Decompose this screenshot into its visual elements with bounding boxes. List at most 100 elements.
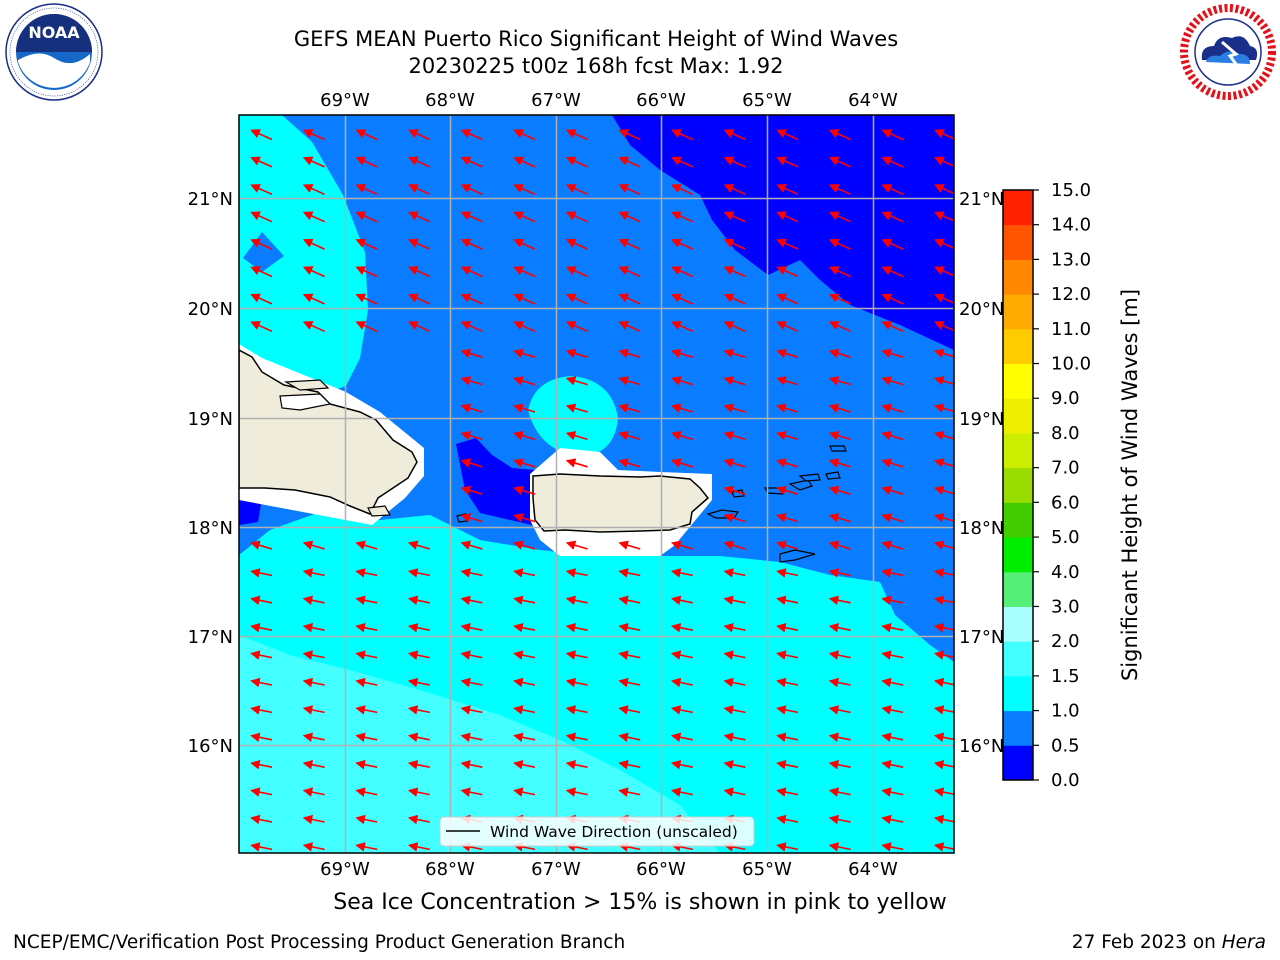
wind-wave-arrow [618, 129, 641, 141]
lat-tick-right: 19°N [959, 409, 1004, 430]
wind-wave-arrow [302, 129, 325, 141]
wind-wave-arrow [776, 266, 799, 278]
wind-wave-arrow [881, 705, 904, 715]
wind-wave-arrow [933, 842, 954, 852]
wind-wave-arrow [513, 787, 536, 797]
wind-wave-arrow [565, 540, 588, 550]
wind-wave-arrow [671, 156, 694, 168]
colorbar-tick-label: 5.0 [1051, 527, 1080, 548]
wind-wave-arrow [723, 293, 746, 305]
wind-wave-arrow [723, 677, 746, 688]
lon-tick-bottom: 69°W [320, 859, 370, 880]
wind-wave-arrow [565, 787, 588, 797]
wind-wave-arrow [723, 705, 746, 715]
wind-wave-arrow [618, 431, 641, 441]
wind-wave-arrow [407, 595, 430, 606]
wind-wave-arrow [881, 622, 904, 633]
wind-wave-arrow [618, 458, 641, 468]
wave-band-0.0-0.5-mona [456, 438, 535, 525]
wind-wave-arrow [776, 622, 799, 633]
colorbar-tick-label: 13.0 [1051, 249, 1091, 270]
legend-label: Wind Wave Direction (unscaled) [490, 823, 738, 841]
wind-wave-arrow [565, 129, 588, 141]
wind-wave-arrow [881, 403, 904, 413]
wind-wave-arrow [828, 431, 851, 441]
wind-wave-arrow [302, 650, 325, 660]
wind-wave-arrow [618, 568, 641, 578]
wind-wave-arrow [670, 568, 693, 578]
footer-date-text: 27 Feb 2023 on [1071, 932, 1222, 953]
nws-logo [1180, 4, 1276, 100]
wind-wave-arrow [670, 595, 693, 606]
wind-wave-arrow [934, 321, 954, 332]
wind-wave-arrow [565, 348, 588, 359]
wind-wave-arrow [670, 759, 693, 770]
wind-wave-arrow [723, 787, 746, 797]
island-mona [456, 513, 469, 523]
wind-wave-arrow [934, 211, 954, 222]
lat-tick-right: 21°N [959, 189, 1004, 210]
lat-tick-right: 17°N [959, 627, 1004, 648]
wind-wave-arrow [513, 376, 536, 386]
colorbar-segment [1003, 675, 1033, 712]
wind-wave-arrow [618, 376, 641, 386]
wind-wave-arrow [828, 184, 851, 196]
wind-wave-arrow [513, 403, 536, 413]
wind-wave-arrow [723, 595, 746, 606]
map-plot-area [239, 115, 954, 853]
wind-wave-arrow [250, 568, 273, 578]
wind-wave-arrow [460, 211, 483, 223]
wind-wave-arrow [933, 732, 954, 743]
wind-wave-arrow [670, 732, 693, 743]
svg-text:NOAA: NOAA [28, 23, 80, 42]
wind-wave-arrow [723, 485, 746, 496]
wind-wave-arrow [723, 513, 746, 523]
wind-wave-arrow [671, 293, 694, 305]
wind-wave-arrow [723, 184, 746, 196]
wind-wave-arrow [513, 622, 536, 633]
wind-wave-arrow [302, 568, 325, 578]
colorbar-segment [1003, 710, 1033, 746]
wind-wave-arrow [250, 842, 273, 852]
lon-tick-top: 65°W [742, 90, 792, 111]
wind-wave-arrow [881, 238, 904, 250]
wind-wave-arrow [565, 732, 588, 743]
wind-wave-arrow [934, 238, 954, 250]
wind-wave-arrow [881, 321, 904, 333]
colorbar-tick-label: 3.0 [1051, 596, 1080, 617]
wind-wave-arrow [776, 732, 799, 743]
wind-wave-arrow [933, 705, 954, 715]
wind-wave-arrow [513, 568, 536, 578]
wind-wave-arrow [670, 787, 693, 797]
wind-wave-arrow [776, 348, 799, 359]
wind-wave-arrow [250, 595, 273, 606]
wind-wave-arrow [407, 732, 430, 743]
wind-wave-arrow [513, 705, 536, 715]
wind-wave-arrow [565, 156, 588, 168]
colorbar-tick-label: 0.5 [1051, 735, 1080, 756]
wind-wave-arrow [250, 293, 273, 305]
wind-wave-arrow [565, 650, 588, 660]
colorbar-segment [1003, 432, 1033, 469]
wind-wave-arrow [250, 129, 273, 141]
sea-ice-note: Sea Ice Concentration > 15% is shown in … [333, 890, 947, 915]
wind-wave-arrow [723, 211, 746, 223]
wind-wave-arrow [881, 677, 904, 688]
wind-wave-arrow [618, 540, 641, 550]
wind-wave-arrow [302, 622, 325, 633]
wind-wave-arrow [408, 293, 431, 305]
wind-wave-arrow [776, 458, 799, 468]
wind-wave-arrow [407, 787, 430, 797]
wind-wave-arrow [881, 266, 904, 278]
wind-wave-arrow [723, 403, 746, 413]
wind-wave-arrow [828, 458, 851, 468]
wind-wave-arrow [565, 458, 588, 468]
colorbar-tick-label: 12.0 [1051, 284, 1091, 305]
wind-wave-arrow [723, 759, 746, 770]
wind-wave-arrow [460, 622, 483, 633]
colorbar-tick-label: 9.0 [1051, 388, 1080, 409]
colorbar-segment [1003, 467, 1033, 503]
wind-wave-arrow [355, 266, 378, 278]
wind-wave-arrow [933, 513, 954, 523]
wind-wave-arrow [407, 814, 430, 825]
